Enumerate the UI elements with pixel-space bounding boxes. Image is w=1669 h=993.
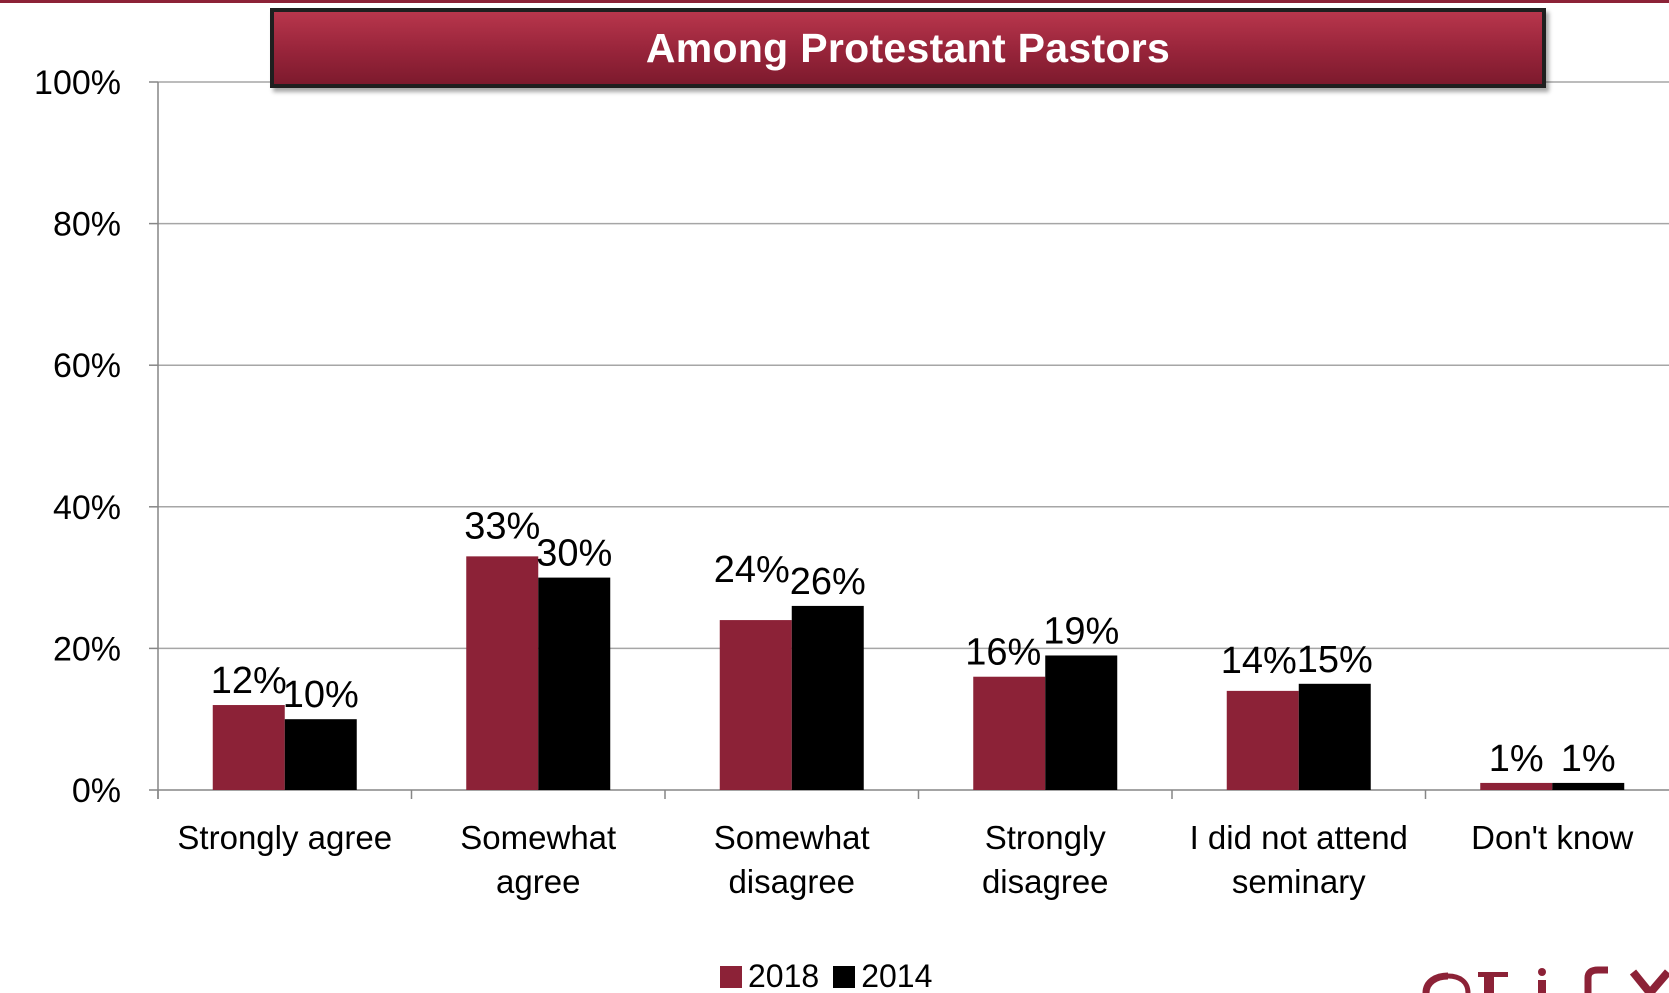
data-label-2018: 33% xyxy=(464,505,540,547)
bar-2014 xyxy=(1552,782,1625,790)
data-label-2014: 1% xyxy=(1561,738,1616,780)
x-category-label: disagree xyxy=(728,863,855,900)
gridlines xyxy=(158,81,1669,650)
bar-2014 xyxy=(538,577,611,790)
legend-swatch-2018 xyxy=(720,965,742,988)
legend-entry-2014: 2014 xyxy=(833,958,932,993)
legend-label-2018: 2018 xyxy=(748,958,820,993)
bar-2014 xyxy=(284,719,357,790)
x-category-label: Somewhat xyxy=(714,819,870,856)
data-label-2014: 19% xyxy=(1043,610,1119,652)
y-tick-label: 0% xyxy=(72,772,121,810)
x-category-label: disagree xyxy=(982,863,1109,900)
data-label-2018: 14% xyxy=(1221,640,1297,682)
data-label-2018: 12% xyxy=(211,660,287,702)
bar-2018 xyxy=(1226,690,1299,790)
legend: 2018 2014 xyxy=(720,958,932,993)
data-labels: 12%10% 33%30% 24% 26% 16%19% 14% 15% 1% 1% xyxy=(211,505,1616,780)
chart-title-banner: Among Protestant Pastors xyxy=(270,8,1546,88)
y-tick-label: 100% xyxy=(34,64,121,102)
top-accent-rule xyxy=(0,0,1669,3)
data-label-2014: 26% xyxy=(790,561,866,603)
bar-2014 xyxy=(1298,683,1371,790)
bar-2014 xyxy=(1045,655,1118,790)
y-tick-label: 80% xyxy=(53,206,121,244)
x-category-label: Somewhat xyxy=(460,819,616,856)
bar-2018 xyxy=(212,705,285,790)
bar-2018 xyxy=(973,676,1046,790)
data-label-2014: 15% xyxy=(1297,639,1373,681)
bar-2018 xyxy=(719,620,792,790)
data-label-2014: 10% xyxy=(283,674,359,716)
x-category-label: seminary xyxy=(1232,863,1366,900)
axes xyxy=(149,81,1669,799)
x-category-label: agree xyxy=(496,863,580,900)
x-axis-category-labels: Strongly agree Somewhat agree Somewhat disag… xyxy=(177,819,1633,900)
bar-2014 xyxy=(791,605,864,790)
data-label-2018: 16% xyxy=(965,632,1041,674)
data-label-2018: 24% xyxy=(714,549,790,591)
data-label-2018: 1% xyxy=(1489,738,1544,780)
x-category-label: Strongly xyxy=(985,819,1107,856)
x-category-label: I did not attend xyxy=(1190,819,1408,856)
bar-2018 xyxy=(466,556,539,790)
bar-2018 xyxy=(1480,782,1553,790)
x-category-label: Strongly agree xyxy=(177,819,392,856)
chart-title: Among Protestant Pastors xyxy=(645,24,1171,71)
legend-label-2014: 2014 xyxy=(861,958,933,993)
legend-entry-2018: 2018 xyxy=(720,958,819,993)
x-category-label: Don't know xyxy=(1471,819,1633,856)
y-tick-label: 20% xyxy=(53,630,121,668)
y-tick-label: 60% xyxy=(53,347,121,385)
y-axis-tick-labels: 0% 20% 40% 60% 80% 100% xyxy=(34,64,121,810)
legend-swatch-2014 xyxy=(833,965,856,988)
y-tick-label: 40% xyxy=(53,489,121,527)
data-label-2014: 30% xyxy=(536,533,612,575)
bars xyxy=(212,556,1625,790)
brand-logo xyxy=(1418,950,1669,993)
